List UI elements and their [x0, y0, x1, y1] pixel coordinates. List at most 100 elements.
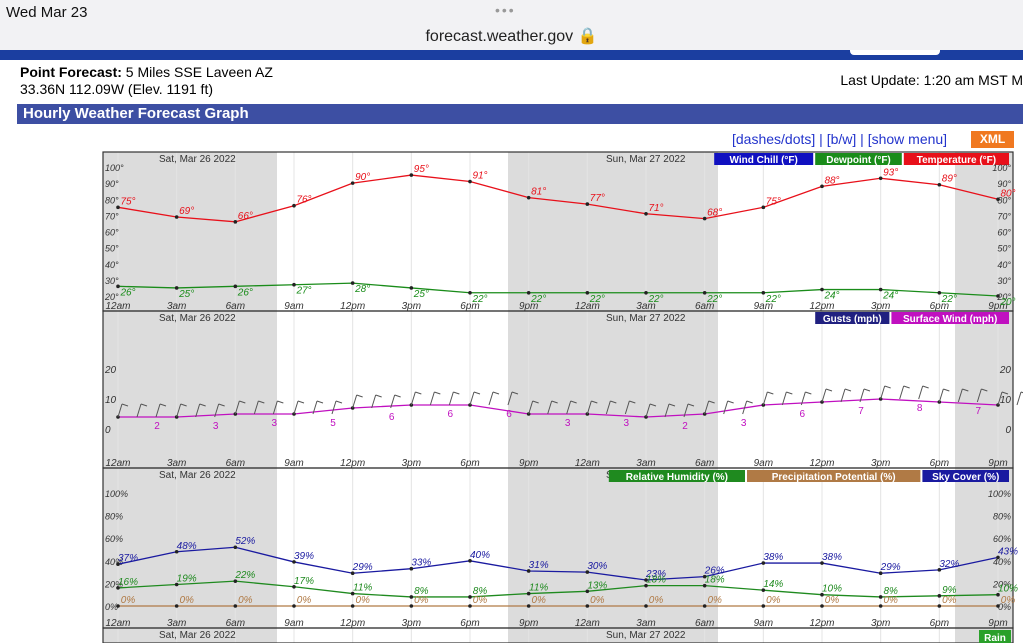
dashes-dots-link[interactable]: [dashes/dots] — [732, 131, 816, 147]
legend-label: Relative Humidity (%) — [626, 472, 728, 483]
y-tick-label: 60% — [105, 534, 123, 544]
wind-barb — [844, 388, 852, 392]
sky-cover-label: 48% — [177, 541, 197, 552]
temperature-label: 81° — [531, 187, 546, 198]
temperature-line-point — [350, 181, 355, 185]
humidity-line-point — [116, 586, 120, 590]
time-label: 3pm — [871, 618, 890, 629]
y-tick-label: 10 — [1000, 395, 1012, 406]
dewpoint-line-point — [644, 290, 648, 295]
wind-label: 2 — [682, 421, 688, 432]
humidity-line-point — [409, 595, 414, 599]
wind-barb — [155, 403, 161, 418]
dewpoint-label: 25° — [178, 289, 194, 300]
temperature-line-point — [233, 220, 238, 224]
humidity-line-point — [878, 595, 883, 599]
precip-label: 0% — [825, 595, 840, 606]
coordinates: 33.36N 112.09W (Elev. 1191 ft) — [20, 81, 213, 97]
dewpoint-label: 22° — [706, 294, 722, 305]
wind-barb — [140, 403, 148, 407]
sky-cover-line-point — [937, 568, 942, 572]
wind-barb — [723, 400, 729, 415]
sky-cover-line-point — [350, 571, 355, 576]
wind-barb — [272, 400, 278, 415]
precip-label: 0% — [1001, 595, 1016, 606]
dewpoint-label: 27° — [295, 286, 311, 297]
address-bar-url[interactable]: forecast.weather.gov 🔒 — [425, 28, 598, 45]
y-tick-label: 50° — [105, 244, 119, 254]
y-tick-label: 60° — [997, 228, 1011, 238]
humidity-label: 8% — [883, 586, 898, 597]
wind-barb — [570, 400, 577, 404]
wind-barb — [277, 400, 284, 404]
wind-barb — [507, 391, 513, 406]
time-label: 12pm — [809, 618, 834, 629]
humidity-label: 19% — [177, 574, 197, 585]
precip-line-point — [526, 604, 531, 608]
wind-barb — [316, 400, 324, 404]
time-label: 12pm — [809, 458, 834, 469]
time-label: 6am — [695, 301, 714, 312]
dewpoint-line-point — [526, 290, 531, 295]
dewpoint-label: 26° — [237, 287, 253, 298]
y-tick-label: 0% — [998, 602, 1011, 612]
humidity-label: 17% — [294, 576, 314, 587]
search-box[interactable] — [850, 50, 940, 55]
sky-cover-line-point — [233, 545, 238, 550]
dewpoint-label: 26° — [119, 287, 135, 298]
night-shading — [508, 628, 718, 643]
time-label: 12am — [575, 458, 600, 469]
humidity-line-point — [468, 595, 472, 599]
wind-barb — [727, 400, 734, 404]
y-tick-label: 20° — [104, 292, 119, 302]
dewpoint-label: 20° — [999, 297, 1015, 308]
bw-link[interactable]: [b/w] — [826, 131, 857, 147]
wind-barb — [840, 388, 846, 403]
legend-label: Precipitation Potential (%) — [772, 472, 896, 483]
wind-barb — [624, 400, 630, 415]
humidity-line-point — [937, 594, 942, 598]
sky-cover-label: 31% — [529, 560, 549, 571]
temperature-label: 88° — [824, 175, 839, 186]
time-label: 3pm — [871, 301, 890, 312]
time-label: 12pm — [809, 301, 834, 312]
wind-barb — [1001, 391, 1009, 395]
wind-barb — [293, 400, 299, 415]
y-tick-label: 100% — [988, 489, 1011, 499]
xml-button[interactable]: XML — [971, 131, 1014, 148]
humidity-line-point — [233, 579, 238, 583]
precip-label: 0% — [649, 595, 664, 606]
time-label: 6am — [695, 458, 714, 469]
wind-barb — [786, 391, 793, 395]
wind-barb — [469, 391, 475, 406]
show-menu-link[interactable]: [show menu] — [867, 131, 948, 147]
site-nav-bar — [0, 50, 1023, 60]
dewpoint-line-point — [350, 281, 355, 285]
wind-barb — [331, 400, 337, 415]
sky-cover-label: 33% — [411, 558, 431, 569]
wind-barb — [981, 388, 988, 392]
dewpoint-line-point — [878, 287, 883, 292]
time-label: 6am — [226, 618, 245, 629]
legend-label: Temperature (°F) — [917, 155, 996, 166]
wind-barb — [356, 394, 363, 398]
dewpoint-label: 22° — [765, 294, 781, 305]
link-separator: | — [860, 131, 864, 147]
humidity-line-point — [350, 591, 355, 596]
precip-line-point — [937, 604, 942, 608]
dewpoint-label: 25° — [413, 289, 429, 300]
dewpoint-label: 24° — [823, 291, 839, 302]
temperature-label: 95° — [414, 164, 429, 175]
wind-barb — [566, 400, 572, 415]
wind-barb — [218, 403, 225, 407]
wind-barb — [863, 388, 871, 392]
wind-barb — [781, 391, 787, 406]
time-label: 12am — [575, 301, 600, 312]
wind-barb — [547, 400, 553, 415]
status-date: Wed Mar 23 — [6, 4, 88, 21]
wind-barb — [195, 403, 201, 418]
wind-barb — [159, 403, 167, 407]
more-dots-icon[interactable]: ••• — [495, 2, 516, 18]
precip-label: 0% — [531, 595, 546, 606]
wind-barb — [492, 391, 500, 395]
